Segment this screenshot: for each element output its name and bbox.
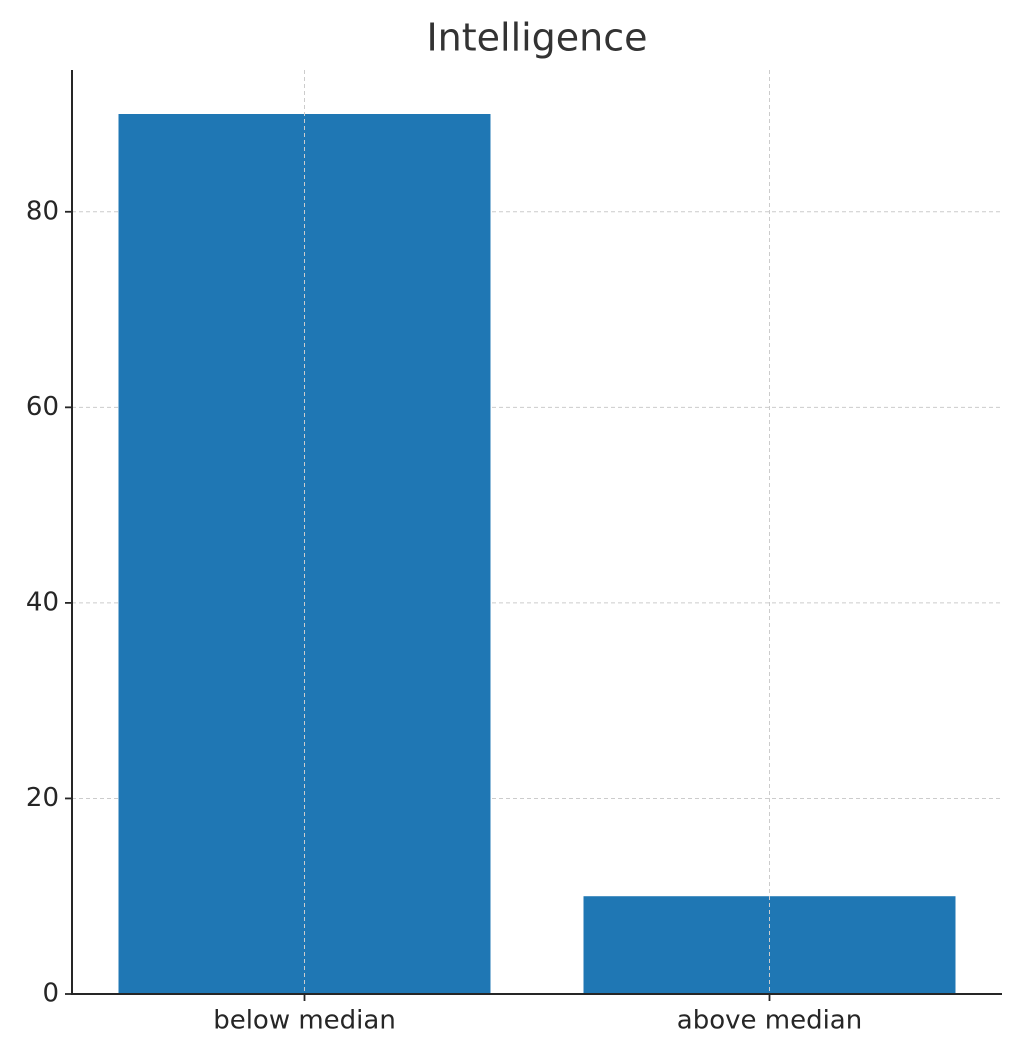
y-tick-label: 0	[42, 979, 59, 1009]
x-tick-label: below median	[213, 1006, 396, 1036]
y-tick-label: 80	[26, 196, 59, 226]
chart-title: Intelligence	[426, 16, 647, 60]
y-tick-label: 40	[26, 587, 59, 617]
y-tick-label: 60	[26, 392, 59, 422]
x-tick-label: above median	[677, 1006, 862, 1036]
y-tick-label: 20	[26, 783, 59, 813]
